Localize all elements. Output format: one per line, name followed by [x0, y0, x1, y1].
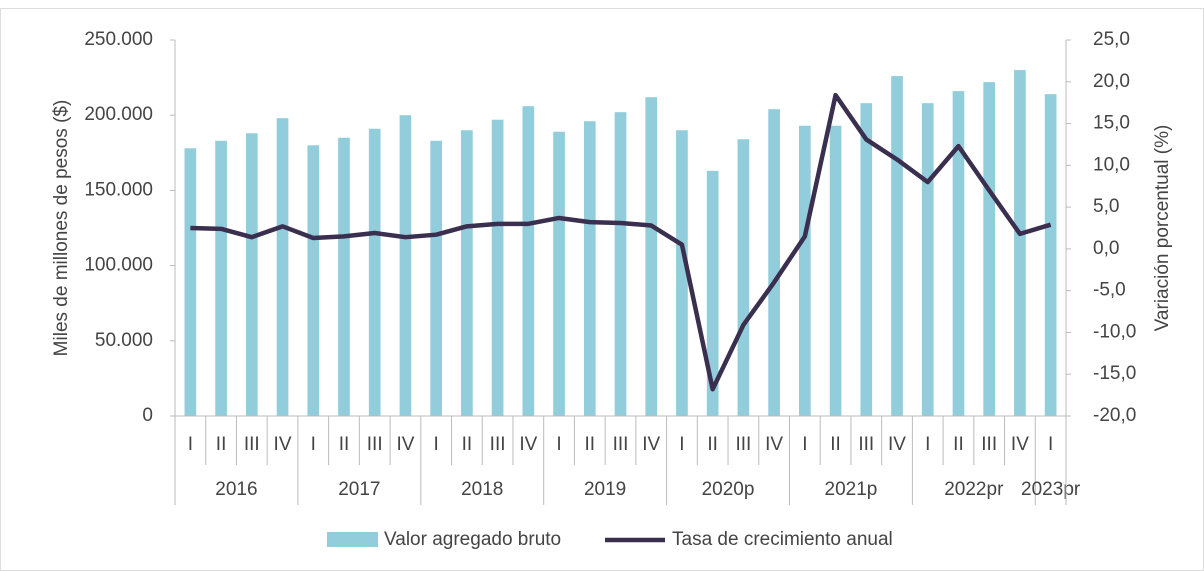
y2-tick-label: -15,0	[1093, 363, 1136, 384]
y2-tick-label: -5,0	[1093, 280, 1126, 301]
x-tick-label: IV	[519, 434, 537, 455]
y-tick-label: 150.000	[84, 179, 153, 200]
x-group-label: 2021p	[825, 479, 878, 500]
bar	[215, 140, 227, 416]
y-axis-title: Miles de millones de pesos ($)	[51, 100, 72, 357]
bar	[891, 76, 903, 416]
x-tick-label: IV	[765, 434, 783, 455]
x-tick-label: II	[584, 434, 595, 455]
x-tick-label: IV	[888, 434, 906, 455]
x-tick-label: IV	[274, 434, 292, 455]
bar	[553, 131, 565, 416]
legend-label: Tasa de crecimiento anual	[672, 529, 893, 550]
bar	[430, 140, 442, 416]
bar	[983, 82, 996, 416]
x-tick-label: III	[735, 434, 751, 455]
legend-swatch	[327, 532, 378, 547]
y-tick-label: 200.000	[84, 104, 153, 125]
x-tick-label: II	[462, 434, 473, 455]
bar	[461, 130, 473, 417]
bar	[614, 112, 627, 416]
bar	[1044, 94, 1057, 417]
x-tick-label: III	[981, 434, 997, 455]
y2-tick-label: 10,0	[1093, 154, 1130, 175]
x-tick-label: I	[802, 434, 807, 455]
line	[190, 92, 1052, 392]
x-tick-label: IV	[642, 434, 660, 455]
bar	[921, 103, 934, 416]
x-tick-label: IV	[1011, 434, 1029, 455]
y2-tick-label: -20,0	[1093, 405, 1136, 426]
x-group-label: 2020p	[702, 479, 755, 500]
bar	[399, 115, 412, 416]
y2-tick-label: 25,0	[1093, 29, 1130, 50]
bar	[522, 106, 535, 417]
bar	[184, 148, 197, 416]
x-tick-label: I	[925, 434, 930, 455]
bar	[491, 119, 504, 416]
bar	[583, 121, 596, 416]
y2-tick-label: 0,0	[1093, 238, 1119, 259]
bar	[368, 128, 381, 416]
y2-axis-title: Variación porcentual (%)	[1152, 125, 1173, 332]
bar	[799, 125, 811, 416]
bar	[338, 137, 350, 416]
y2-tick-label: 15,0	[1093, 113, 1130, 134]
x-tick-label: III	[367, 434, 383, 455]
frame	[0, 8, 1204, 571]
bar	[706, 170, 719, 416]
x-tick-label: II	[953, 434, 964, 455]
x-tick-label: IV	[396, 434, 414, 455]
bar	[307, 145, 320, 416]
x-tick-label: III	[613, 434, 629, 455]
x-tick-label: II	[830, 434, 841, 455]
x-tick-label: III	[490, 434, 506, 455]
x-tick-label: I	[679, 434, 684, 455]
bar	[645, 97, 658, 416]
x-tick-label: III	[858, 434, 874, 455]
x-tick-label: I	[434, 434, 439, 455]
y-tick-label: 50.000	[95, 330, 153, 351]
y-tick-label: 250.000	[84, 29, 153, 50]
y2-tick-label: -10,0	[1093, 321, 1136, 342]
bar	[276, 118, 289, 416]
x-group-label: 2022pr	[944, 479, 1004, 500]
y2-tick-label: 5,0	[1093, 196, 1119, 217]
x-group-label: 2017	[338, 479, 380, 500]
bar	[829, 125, 842, 416]
x-tick-label: II	[339, 434, 350, 455]
bar	[676, 130, 688, 417]
x-tick-label: I	[188, 434, 193, 455]
x-group-label: 2023pr	[1021, 479, 1081, 500]
x-tick-label: II	[707, 434, 718, 455]
x-tick-label: I	[311, 434, 316, 455]
y-tick-label: 0	[142, 405, 153, 426]
bar	[1014, 70, 1026, 416]
y-tick-label: 100.000	[84, 255, 153, 276]
bar	[768, 109, 780, 417]
bar	[860, 103, 873, 416]
legend-label: Valor agregado bruto	[384, 529, 561, 550]
bar	[245, 133, 258, 417]
x-tick-label: I	[1048, 434, 1053, 455]
x-group-label: 2016	[215, 479, 257, 500]
x-tick-label: II	[216, 434, 227, 455]
bar	[737, 139, 750, 416]
x-group-label: 2019	[584, 479, 626, 500]
x-group-label: 2018	[461, 479, 503, 500]
x-tick-label: III	[244, 434, 260, 455]
x-tick-label: I	[556, 434, 561, 455]
y2-tick-label: 20,0	[1093, 71, 1130, 92]
bar	[952, 91, 965, 417]
